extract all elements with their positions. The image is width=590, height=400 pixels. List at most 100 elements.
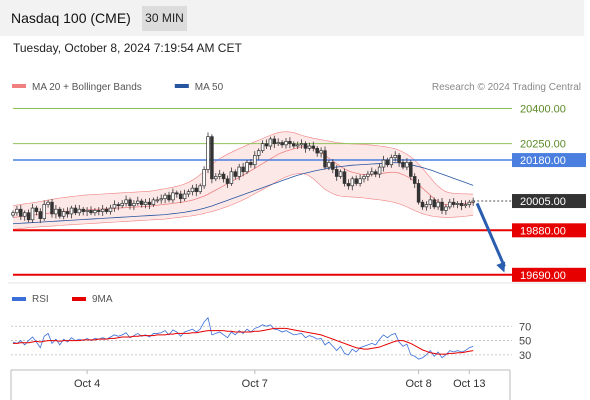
candle-body xyxy=(61,211,66,217)
candle-body xyxy=(108,207,113,212)
candle-body xyxy=(354,178,358,184)
candle-body xyxy=(237,166,241,177)
candle-body xyxy=(346,183,351,187)
ma50-line xyxy=(12,162,474,225)
candle-body xyxy=(412,176,417,184)
level-label: 19690.00 xyxy=(520,270,566,282)
x-tick-label: Oct 7 xyxy=(242,378,268,390)
candle-body xyxy=(303,143,308,149)
timestamp: Tuesday, October 8, 2024 7:19:54 AM CET xyxy=(13,41,242,55)
rsi-ma-line xyxy=(13,327,474,355)
candle-body xyxy=(151,199,156,205)
candle-body xyxy=(167,194,171,201)
candle-body xyxy=(22,212,27,217)
rsi-legend-label: RSI xyxy=(32,294,49,305)
candle-body xyxy=(50,201,54,215)
candle-body xyxy=(178,193,183,200)
candle-body xyxy=(249,162,253,166)
candle-body xyxy=(42,204,46,219)
candle-body xyxy=(186,191,191,195)
candle-body xyxy=(163,194,167,200)
candle-body xyxy=(11,212,15,216)
candle-body xyxy=(77,208,82,214)
rsi-tick-label: 50 xyxy=(519,336,531,348)
candle-body xyxy=(288,140,292,145)
candle-body xyxy=(471,200,475,203)
candle-body xyxy=(420,201,425,208)
candle-body xyxy=(73,207,78,214)
interval-badge[interactable]: 30 MIN xyxy=(142,6,187,31)
candle-body xyxy=(159,198,163,201)
chart-header: Nasdaq 100 (CME) 30 MIN xyxy=(0,0,584,36)
candle-body xyxy=(136,200,140,204)
level-label: 20250.00 xyxy=(520,139,566,151)
forecast-arrow-head xyxy=(496,261,506,273)
candle-body xyxy=(319,150,323,154)
candle-body xyxy=(194,187,199,193)
candle-body xyxy=(362,176,366,180)
candle-body xyxy=(100,208,105,212)
candle-body xyxy=(69,207,74,215)
candle-body xyxy=(299,143,304,146)
candle-body xyxy=(206,136,210,170)
candle-body xyxy=(58,208,62,217)
candle-body xyxy=(264,143,269,147)
candle-body xyxy=(253,155,257,166)
bollinger-lower-line xyxy=(12,173,474,230)
candle-body xyxy=(280,142,284,146)
candle-body xyxy=(268,138,273,147)
candle-body xyxy=(377,166,382,175)
candle-body xyxy=(455,203,460,205)
candle-body xyxy=(38,211,43,219)
rsi-tick-label: 30 xyxy=(519,350,531,362)
rsi-legend-label: 9MA xyxy=(92,294,113,305)
candle-body xyxy=(241,166,245,173)
candle-body xyxy=(190,187,195,193)
candle-body xyxy=(444,206,448,211)
candle-body xyxy=(229,171,234,184)
candle-body xyxy=(416,183,421,203)
x-tick-label: Oct 8 xyxy=(405,378,431,390)
level-label: 20005.00 xyxy=(520,196,566,208)
legend-swatch xyxy=(12,84,26,88)
candle-body xyxy=(284,140,288,146)
candle-body xyxy=(155,199,160,202)
candle-body xyxy=(276,142,280,145)
candle-body xyxy=(26,212,31,221)
candle-body xyxy=(389,157,394,166)
candle-body xyxy=(381,159,386,168)
candle-body xyxy=(210,136,214,180)
candle-body xyxy=(104,208,109,212)
candle-body xyxy=(385,159,390,166)
x-tick-label: Oct 4 xyxy=(74,378,100,390)
candle-body xyxy=(334,169,339,177)
candle-body xyxy=(370,171,374,175)
candle-body xyxy=(373,171,378,175)
candle-body xyxy=(128,199,132,207)
bollinger-band-fill xyxy=(13,131,474,230)
candle-body xyxy=(409,162,413,177)
candle-body xyxy=(428,199,433,205)
candle-body xyxy=(147,201,152,205)
candle-body xyxy=(311,145,316,149)
candle-body xyxy=(307,145,312,149)
candle-body xyxy=(217,173,222,177)
candle-body xyxy=(436,201,440,208)
candle-body xyxy=(350,178,355,187)
candle-body xyxy=(175,192,179,195)
candle-body xyxy=(124,199,128,204)
level-label-bg xyxy=(512,267,586,282)
candle-body xyxy=(245,162,249,173)
candle-body xyxy=(171,192,175,201)
candle-body xyxy=(81,208,85,212)
legend-label: MA 50 xyxy=(195,82,224,93)
candle-body xyxy=(233,171,238,177)
candle-body xyxy=(401,162,405,168)
candle-body xyxy=(292,143,296,147)
candle-body xyxy=(467,201,472,205)
candle-body xyxy=(225,178,230,184)
candle-body xyxy=(405,162,409,168)
candle-body xyxy=(459,203,464,207)
candle-body xyxy=(256,150,261,156)
